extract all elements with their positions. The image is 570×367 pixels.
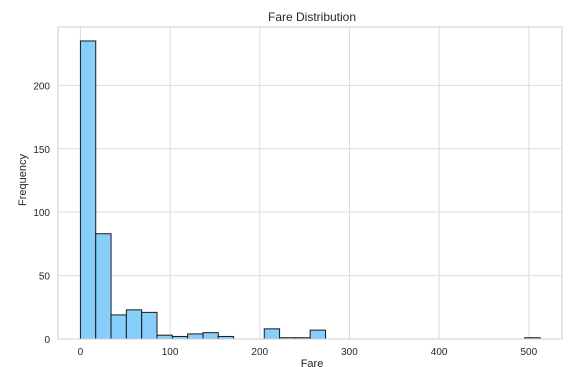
x-tick-label: 200 bbox=[251, 347, 268, 358]
histogram-bar bbox=[156, 334, 173, 340]
x-tick-label: 500 bbox=[520, 347, 537, 358]
x-tick-label: 300 bbox=[341, 347, 358, 358]
histogram-bar bbox=[125, 309, 143, 340]
histogram-bar bbox=[263, 328, 281, 340]
x-tick-label: 400 bbox=[431, 347, 448, 358]
histogram-bar bbox=[79, 40, 97, 340]
histogram-bar bbox=[141, 311, 158, 340]
histogram-bar bbox=[202, 332, 219, 340]
y-axis-label: Frequency bbox=[17, 154, 29, 206]
y-tick-label: 200 bbox=[33, 81, 50, 92]
histogram-bar bbox=[110, 314, 127, 340]
y-tick-label: 150 bbox=[33, 145, 50, 156]
y-tick-label: 0 bbox=[44, 335, 50, 346]
plot-frame bbox=[57, 26, 563, 340]
histogram-bar bbox=[187, 333, 204, 340]
y-ticks: 0 50 100 150 200 bbox=[33, 81, 50, 346]
x-axis-label: Fare bbox=[301, 358, 324, 367]
gridlines bbox=[58, 27, 562, 340]
y-tick-label: 50 bbox=[39, 272, 51, 283]
histogram-bar bbox=[95, 233, 112, 340]
y-tick-label: 100 bbox=[33, 208, 50, 219]
x-ticks: 0 100 200 300 400 500 bbox=[78, 347, 538, 358]
histogram-bar bbox=[309, 329, 327, 340]
x-tick-label: 0 bbox=[78, 347, 84, 358]
chart-title: Fare Distribution bbox=[268, 10, 356, 24]
x-tick-label: 100 bbox=[162, 347, 179, 358]
